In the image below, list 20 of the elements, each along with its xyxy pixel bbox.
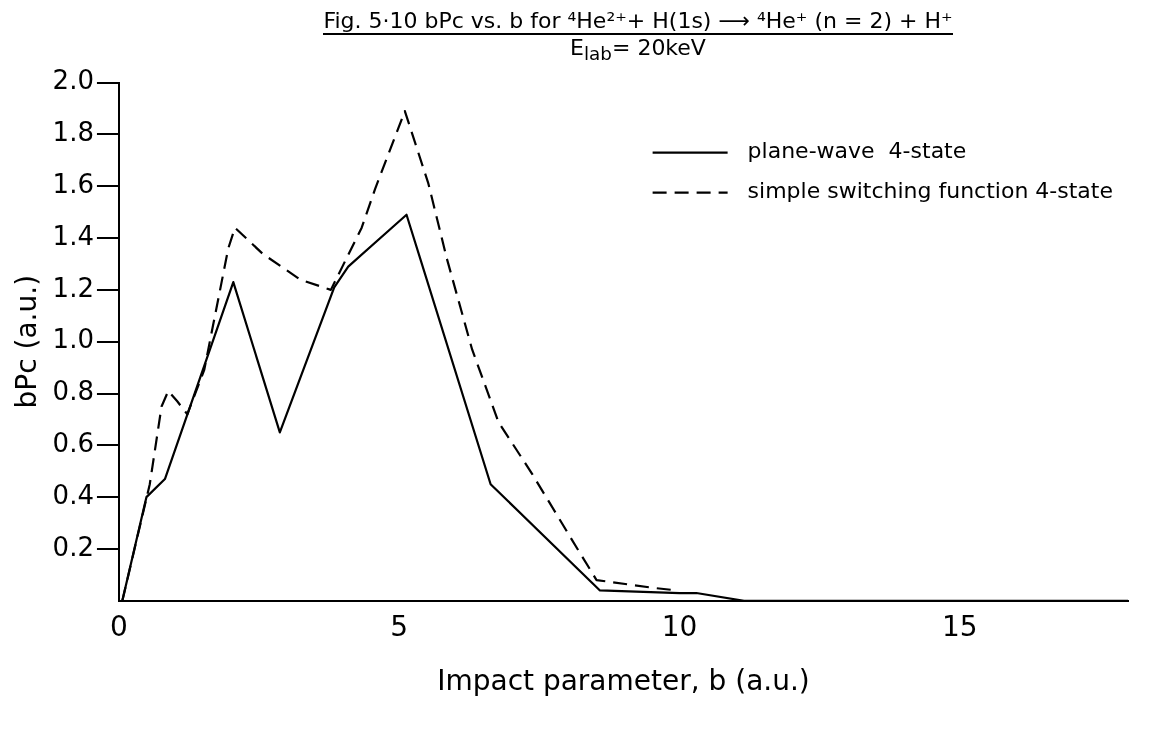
y-axis-title: bPc (a.u.) (10, 275, 44, 409)
y-tick-label: 1.4 (52, 221, 94, 252)
y-tick-label: 0.8 (52, 376, 94, 407)
legend-label: plane-wave 4-state (747, 138, 967, 164)
y-tick-label: 1.0 (52, 324, 94, 355)
x-tick-label: 5 (390, 610, 409, 644)
y-tick-label: 1.6 (52, 169, 94, 200)
y-tick-label: 1.2 (52, 273, 94, 304)
y-tick-label: 0.6 (52, 428, 94, 459)
y-tick-label: 2.0 (52, 65, 94, 96)
x-tick-label: 10 (661, 610, 698, 644)
legend-label: simple switching function 4-state (747, 178, 1114, 204)
x-axis-title: Impact parameter, b (a.u.) (437, 664, 810, 698)
x-tick-label: 0 (110, 610, 128, 644)
y-tick-label: 0.2 (52, 532, 94, 563)
chart-subtitle: E$_{lab}$= 20keV (569, 35, 707, 65)
x-tick-label: 15 (942, 610, 978, 644)
chart-title: Fig. 5·10 bPc vs. b for ⁴He²⁺+ H(1s) ⟶ ⁴He⁺ (n = 2) + H⁺ (323, 8, 953, 35)
y-tick-label: 0.4 (52, 480, 94, 511)
y-tick-label: 1.8 (52, 117, 94, 148)
